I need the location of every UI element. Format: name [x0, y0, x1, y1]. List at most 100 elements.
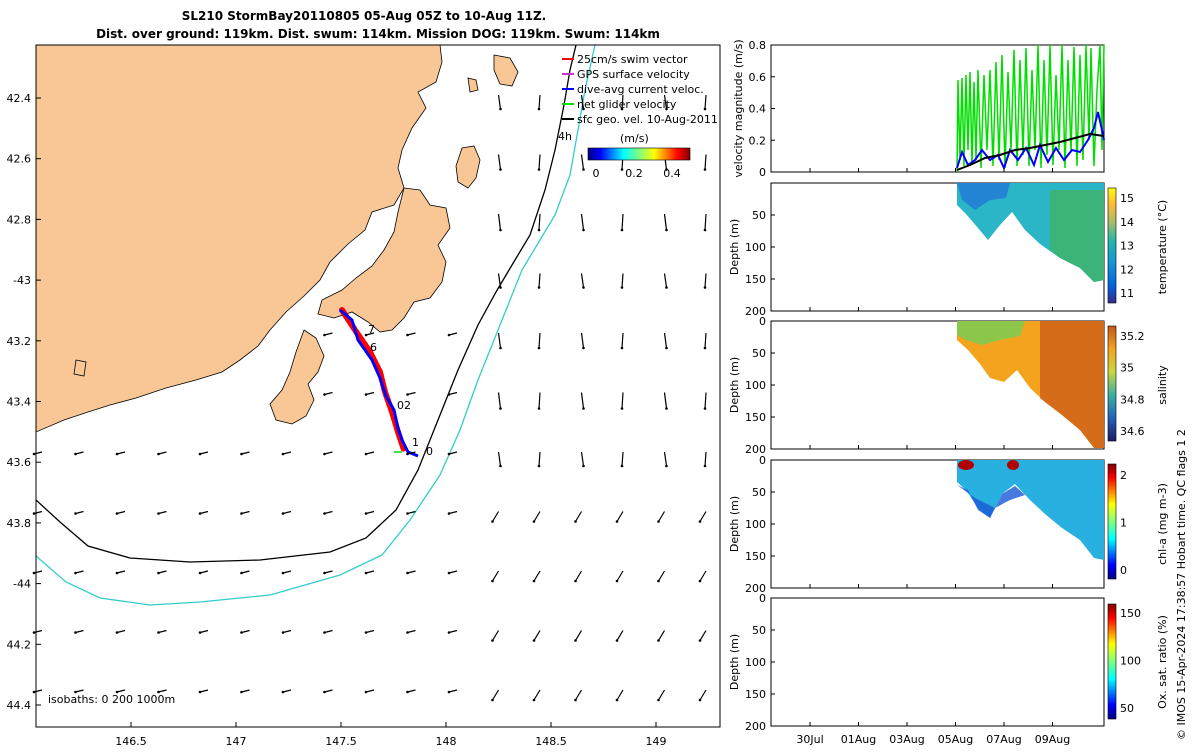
velocity-arrow-head — [406, 393, 409, 396]
panel-y-tick-label: 0.2 — [749, 134, 767, 147]
panel-y-tick-label: 150 — [745, 411, 766, 424]
chla-panel — [770, 459, 1117, 589]
velocity-arrow-head — [532, 639, 536, 642]
velocity-arrow-head — [323, 631, 326, 634]
map-legend: 25cm/s swim vector GPS surface velocity di… — [562, 53, 718, 126]
velocity-arrow — [580, 392, 585, 409]
colorbar-tick-label: 0 — [1120, 564, 1127, 577]
lon-tick-label: 148.5 — [535, 735, 567, 748]
velocity-arrow-head — [281, 690, 285, 694]
panel-y-tick-label: 0 — [759, 592, 766, 605]
velocity-arrow — [407, 391, 416, 396]
velocity-arrow-head — [703, 168, 707, 171]
panel-y-tick-label: 150 — [745, 550, 766, 563]
velocity-arrow — [158, 570, 167, 574]
velocity-arrow — [75, 629, 84, 634]
land-maria-island — [455, 145, 481, 189]
velocity-arrow — [116, 451, 126, 455]
colorbar-tick-label: 34.8 — [1120, 393, 1145, 406]
velocity-arrow — [282, 570, 292, 574]
colorbar-tick-0.2: 0.2 — [625, 167, 643, 180]
chla-section-deep — [957, 485, 1025, 518]
velocity-arrow — [580, 154, 585, 170]
velocity-arrow-head — [447, 571, 451, 575]
velocity-arrow-head — [615, 698, 619, 702]
velocity-arrow-head — [537, 346, 541, 350]
surface-velocity-arrows — [32, 94, 707, 702]
velocity-arrow-head — [615, 639, 619, 642]
lat-tick-label: 42.4 — [7, 92, 32, 105]
velocity-arrow — [621, 273, 624, 288]
velocity-arrow — [663, 392, 668, 409]
velocity-arrow — [621, 332, 624, 349]
velocity-arrow — [407, 629, 416, 634]
time-tick-label: 03Aug — [889, 733, 924, 746]
velocity-arrow — [241, 570, 250, 574]
colorbar-tick-label: 35 — [1120, 362, 1134, 375]
velocity-arrow-head — [364, 452, 368, 456]
velocity-arrow-head — [582, 286, 585, 289]
track-label-7: 7 — [368, 323, 375, 336]
velocity-arrow-head — [698, 639, 702, 642]
legend-entry: dive-avg current veloc. — [577, 83, 704, 96]
velocity-arrow-head — [447, 333, 451, 337]
land-bruny-island — [269, 329, 325, 425]
velocity-arrow-head — [620, 286, 624, 289]
velocity-arrow-head — [240, 512, 243, 515]
velocity-arrow-head — [537, 107, 541, 111]
track-label-6: 6 — [370, 341, 377, 354]
velocity-arrow-head — [582, 107, 585, 111]
track-label-0: 0 — [426, 445, 433, 458]
dive-avg-current-line — [956, 111, 1105, 171]
velocity-arrow-head — [574, 639, 577, 642]
velocity-arrow — [580, 451, 585, 467]
velocity-arrow-head — [323, 512, 326, 515]
land-tasmania — [36, 45, 443, 433]
velocity-arrow-head — [281, 631, 285, 634]
velocity-arrow — [282, 629, 292, 634]
velocity-arrow — [324, 451, 333, 455]
velocity-arrow — [491, 689, 500, 701]
velocity-arrow-head — [537, 464, 541, 468]
panel-y-tick-label: 200 — [745, 720, 766, 733]
velocity-arrow — [33, 629, 43, 634]
velocity-arrow — [621, 392, 624, 409]
velocity-arrow — [116, 689, 126, 693]
lat-tick-label: 44.2 — [7, 638, 32, 651]
chla-colorbar — [1107, 463, 1117, 580]
lat-tick-label: 43.4 — [7, 396, 32, 409]
temperature-panel — [770, 182, 1117, 312]
panel-y-tick-label: 150 — [745, 688, 766, 701]
velocity-arrow — [616, 689, 624, 701]
colorbar-tick-label: 150 — [1120, 607, 1141, 620]
map-frame — [35, 44, 721, 728]
longitude-tick-labels: 146.5 147 147.5 148 148.5 149 — [115, 722, 667, 748]
velocity-arrow-head — [582, 464, 585, 468]
velocity-arrow — [663, 451, 668, 467]
velocity-arrow — [199, 451, 209, 455]
legend-entry: sfc geo. vel. 10-Aug-2011 — [577, 113, 718, 126]
panel-y-tick-label: 0.8 — [749, 39, 767, 52]
velocity-arrow — [497, 273, 502, 288]
velocity-arrow-head — [406, 512, 409, 515]
velocity-arrow — [491, 570, 500, 582]
velocity-arrow-head — [198, 631, 202, 634]
time-tick-label: 30Jul — [796, 733, 823, 746]
speed-colorbar — [587, 147, 691, 161]
lat-tick-label: 42.8 — [7, 213, 32, 226]
lon-tick-label: 147 — [226, 735, 247, 748]
velocity-arrow-head — [665, 464, 668, 468]
velocity-arrow-head — [615, 520, 619, 523]
velocity-arrow-head — [499, 286, 502, 289]
velocity-arrow-head — [364, 571, 368, 575]
velocity-arrow-head — [281, 512, 285, 515]
velocity-arrow — [699, 570, 707, 582]
velocity-arrow — [616, 570, 624, 582]
velocity-arrow-head — [240, 690, 243, 694]
panel-y-tick-label: 100 — [745, 379, 766, 392]
oxygen-panel — [770, 597, 1117, 727]
velocity-arrow-head — [537, 286, 541, 289]
sfc-geo-velocity-line — [956, 132, 1105, 171]
velocity-arrow — [199, 570, 209, 574]
temperature-section-cold — [957, 183, 1010, 210]
